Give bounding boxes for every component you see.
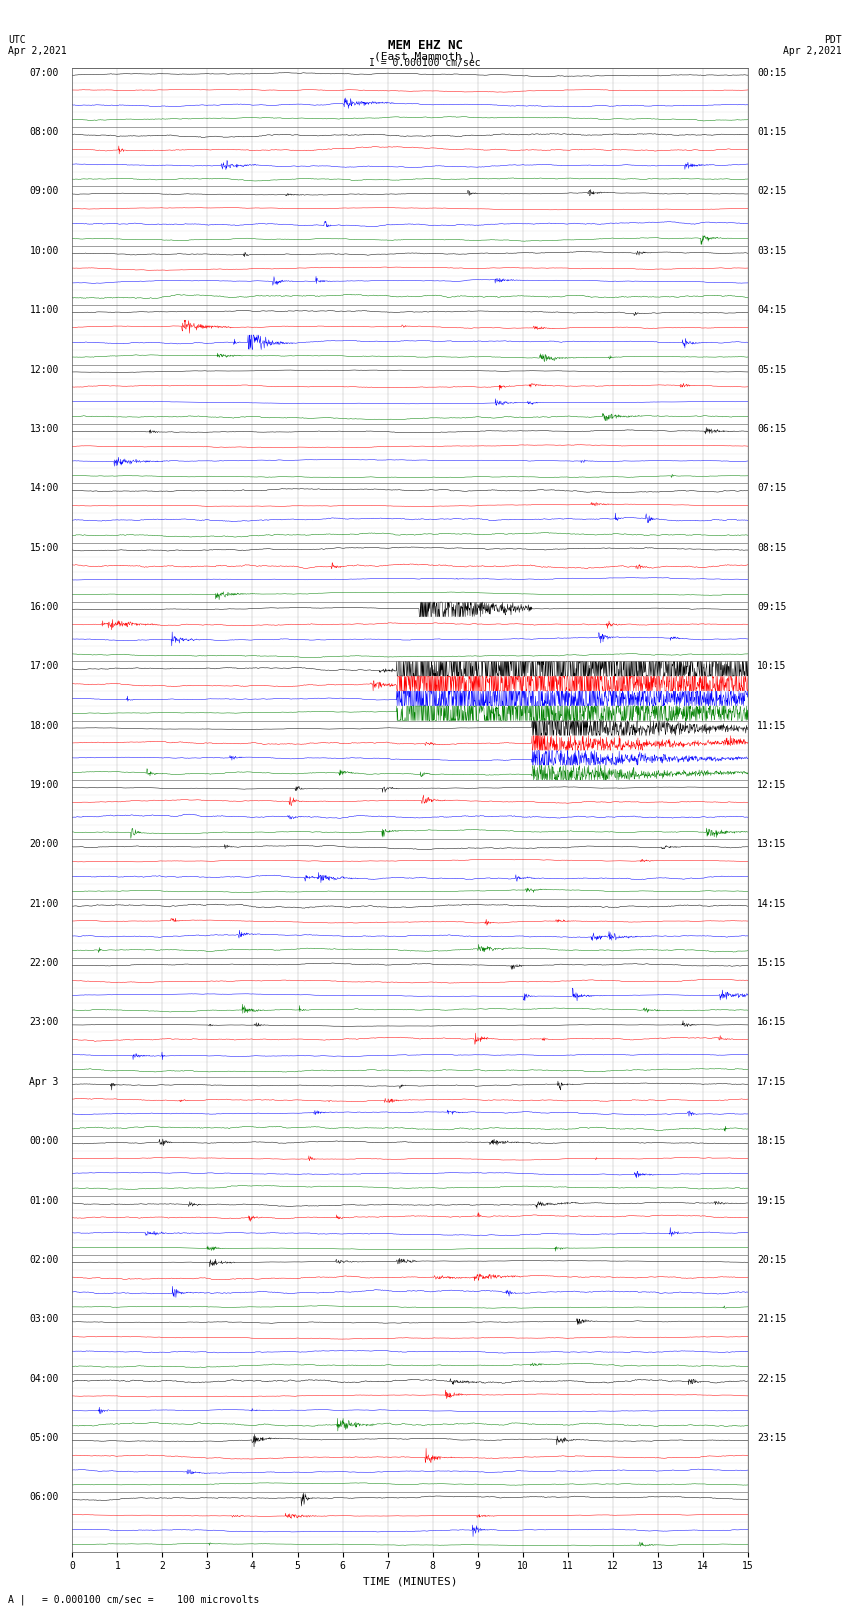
Text: = 0.000100 cm/sec =    100 microvolts: = 0.000100 cm/sec = 100 microvolts [42,1595,260,1605]
Text: 23:15: 23:15 [757,1432,786,1444]
Text: 03:15: 03:15 [757,245,786,256]
Text: 16:00: 16:00 [30,602,59,611]
Text: 13:00: 13:00 [30,424,59,434]
Text: UTC: UTC [8,35,26,45]
Text: 02:00: 02:00 [30,1255,59,1265]
Text: 08:15: 08:15 [757,542,786,553]
Text: 08:00: 08:00 [30,127,59,137]
Text: (East Mammoth ): (East Mammoth ) [374,52,476,61]
Text: 10:15: 10:15 [757,661,786,671]
Text: 22:15: 22:15 [757,1374,786,1384]
Text: 21:00: 21:00 [30,898,59,908]
Text: 09:15: 09:15 [757,602,786,611]
Text: 11:00: 11:00 [30,305,59,315]
Text: 01:15: 01:15 [757,127,786,137]
Text: 15:15: 15:15 [757,958,786,968]
Text: 12:00: 12:00 [30,365,59,374]
Text: 16:15: 16:15 [757,1018,786,1027]
X-axis label: TIME (MINUTES): TIME (MINUTES) [363,1578,457,1587]
Text: 05:15: 05:15 [757,365,786,374]
Text: 12:15: 12:15 [757,781,786,790]
Text: Apr 2,2021: Apr 2,2021 [8,47,67,56]
Text: 18:00: 18:00 [30,721,59,731]
Text: 21:15: 21:15 [757,1315,786,1324]
Text: 04:15: 04:15 [757,305,786,315]
Text: 04:00: 04:00 [30,1374,59,1384]
Text: 00:00: 00:00 [30,1136,59,1147]
Text: 20:00: 20:00 [30,839,59,850]
Text: 19:15: 19:15 [757,1195,786,1205]
Text: 07:00: 07:00 [30,68,59,77]
Text: 14:00: 14:00 [30,484,59,494]
Text: 14:15: 14:15 [757,898,786,908]
Text: 13:15: 13:15 [757,839,786,850]
Text: Apr 2,2021: Apr 2,2021 [783,47,842,56]
Text: 07:15: 07:15 [757,484,786,494]
Text: I = 0.000100 cm/sec: I = 0.000100 cm/sec [369,58,481,68]
Text: 22:00: 22:00 [30,958,59,968]
Text: 10:00: 10:00 [30,245,59,256]
Text: 06:15: 06:15 [757,424,786,434]
Text: A |: A | [8,1594,26,1605]
Text: MEM EHZ NC: MEM EHZ NC [388,39,462,52]
Text: 20:15: 20:15 [757,1255,786,1265]
Text: 17:15: 17:15 [757,1077,786,1087]
Text: 00:15: 00:15 [757,68,786,77]
Text: 18:15: 18:15 [757,1136,786,1147]
Text: 01:00: 01:00 [30,1195,59,1205]
Text: 02:15: 02:15 [757,187,786,197]
Text: 23:00: 23:00 [30,1018,59,1027]
Text: 17:00: 17:00 [30,661,59,671]
Text: PDT: PDT [824,35,842,45]
Text: 11:15: 11:15 [757,721,786,731]
Text: 15:00: 15:00 [30,542,59,553]
Text: 03:00: 03:00 [30,1315,59,1324]
Text: 06:00: 06:00 [30,1492,59,1502]
Text: 09:00: 09:00 [30,187,59,197]
Text: Apr 3: Apr 3 [30,1077,59,1087]
Text: 05:00: 05:00 [30,1432,59,1444]
Text: 19:00: 19:00 [30,781,59,790]
